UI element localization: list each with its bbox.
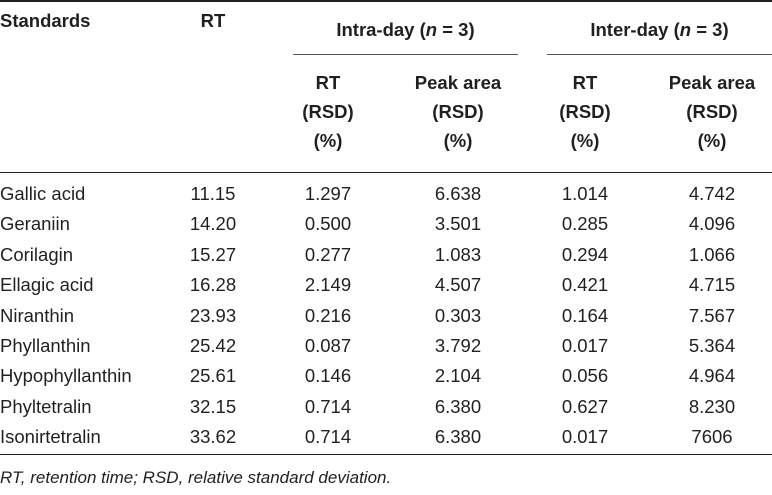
subheader-inter-rt-1: RT	[572, 72, 598, 93]
cell-name: Phyltetralin	[0, 395, 92, 417]
cell-name: Ellagic acid	[0, 274, 94, 296]
header-inter-day: Inter-day (n = 3)	[547, 19, 772, 41]
cell-inter-peak: 4.964	[688, 365, 736, 387]
cell-rt: 32.15	[189, 395, 237, 417]
cell-inter-rt: 0.017	[561, 335, 609, 356]
cell-inter-rt: 1.014	[561, 183, 609, 204]
cell-intra-rt: 0.277	[304, 243, 352, 265]
subheader-intra-rt-2: (RSD)	[302, 101, 354, 122]
cell-inter-rt: 0.627	[561, 395, 609, 417]
header-intra-day-suffix: = 3)	[437, 19, 475, 40]
cell-intra-rt: 2.149	[304, 274, 352, 296]
cell-intra-rt: 1.297	[304, 183, 352, 204]
cell-inter-peak: 1.066	[688, 243, 736, 265]
cell-rt: 15.27	[189, 243, 237, 265]
inter-day-rule	[547, 54, 772, 55]
cell-intra-peak: 6.638	[434, 183, 482, 204]
table-footnote: RT, retention time; RSD, relative standa…	[0, 468, 392, 487]
header-standards: Standards	[0, 10, 91, 31]
subheader-inter-rt-3: (%)	[570, 130, 600, 151]
cell-intra-peak: 4.507	[434, 274, 482, 296]
header-inter-day-prefix: Inter-day (	[590, 19, 680, 40]
subheader-intra-rt-3: (%)	[313, 130, 343, 151]
top-rule	[0, 0, 772, 2]
intra-day-rule	[293, 54, 518, 55]
cell-intra-peak: 2.104	[434, 365, 482, 387]
cell-rt: 11.15	[190, 183, 236, 204]
cell-inter-peak: 5.364	[688, 335, 736, 356]
cell-inter-peak: 4.742	[688, 183, 736, 204]
bottom-rule	[0, 454, 772, 455]
subheader-inter-peak-1: Peak area	[668, 72, 756, 93]
subheader-intra-peak-2: (RSD)	[432, 101, 484, 122]
cell-rt: 25.42	[189, 335, 237, 356]
cell-intra-peak: 3.501	[434, 213, 482, 235]
header-intra-day-prefix: Intra-day (	[336, 19, 426, 40]
cell-inter-peak: 7.567	[688, 304, 736, 326]
cell-inter-rt: 0.164	[561, 304, 609, 326]
subheader-intra-peak-3: (%)	[443, 130, 473, 151]
cell-name: Hypophyllanthin	[0, 365, 132, 387]
header-rule	[0, 172, 772, 173]
cell-inter-rt: 0.421	[561, 274, 609, 296]
cell-inter-peak: 4.096	[688, 213, 736, 235]
header-inter-day-suffix: = 3)	[691, 19, 729, 40]
cell-intra-rt: 0.087	[304, 335, 352, 356]
cell-intra-rt: 0.714	[304, 395, 352, 417]
cell-intra-peak: 0.303	[434, 304, 482, 326]
cell-rt: 23.93	[189, 304, 237, 326]
cell-intra-rt: 0.714	[304, 426, 352, 448]
cell-inter-peak: 7606	[691, 426, 733, 448]
header-rt: RT	[200, 10, 226, 31]
header-intra-day-n: n	[425, 19, 438, 40]
cell-intra-peak: 3.792	[434, 335, 482, 356]
header-intra-day: Intra-day (n = 3)	[293, 19, 518, 41]
cell-rt: 16.28	[189, 274, 237, 296]
cell-intra-peak: 6.380	[434, 395, 482, 417]
cell-inter-peak: 8.230	[688, 395, 736, 417]
cell-intra-peak: 1.083	[434, 243, 482, 265]
cell-inter-peak: 4.715	[688, 274, 736, 296]
cell-name: Geraniin	[0, 213, 70, 235]
cell-inter-rt: 0.056	[561, 365, 609, 387]
subheader-inter-peak-3: (%)	[697, 130, 727, 151]
cell-name: Phyllanthin	[0, 335, 91, 356]
cell-rt: 14.20	[189, 213, 237, 235]
subheader-inter-peak-2: (RSD)	[686, 101, 738, 122]
cell-name: Niranthin	[0, 304, 75, 326]
cell-inter-rt: 0.017	[561, 426, 609, 448]
subheader-inter-rt-2: (RSD)	[559, 101, 611, 122]
cell-intra-peak: 6.380	[434, 426, 482, 448]
header-inter-day-n: n	[679, 19, 692, 40]
cell-intra-rt: 0.216	[304, 304, 352, 326]
cell-name: Corilagin	[0, 243, 74, 265]
cell-intra-rt: 0.146	[304, 365, 352, 387]
cell-intra-rt: 0.500	[304, 213, 352, 235]
cell-inter-rt: 0.294	[561, 243, 609, 265]
cell-inter-rt: 0.285	[561, 213, 609, 235]
subheader-intra-peak-1: Peak area	[414, 72, 502, 93]
cell-rt: 33.62	[189, 426, 237, 448]
cell-name: Isonirtetralin	[0, 426, 101, 448]
cell-name: Gallic acid	[0, 183, 86, 204]
cell-rt: 25.61	[189, 365, 237, 387]
subheader-intra-rt-1: RT	[315, 72, 341, 93]
